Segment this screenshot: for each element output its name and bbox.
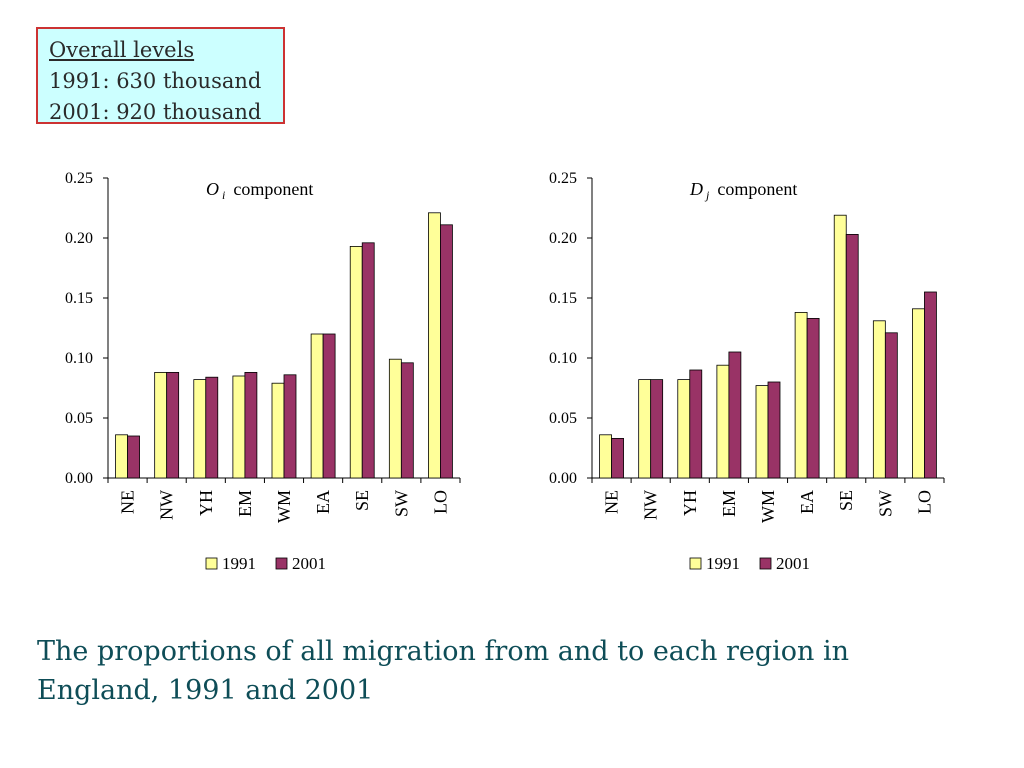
- bar-1991-SE: [349, 246, 363, 479]
- x-category-label: SE: [352, 490, 372, 511]
- bar-2001-NW: [650, 379, 664, 479]
- bar-1991-SW: [872, 320, 886, 479]
- y-tick-label: 0.20: [65, 230, 93, 247]
- legend-swatch-2001: [275, 557, 288, 570]
- bar-1991-SE: [833, 214, 847, 479]
- bar-2001-EA: [322, 333, 336, 479]
- bar-2001-LO: [924, 291, 937, 479]
- x-category-label: YH: [680, 490, 700, 516]
- bar-1991-LO: [912, 308, 925, 479]
- overall-levels-box: Overall levels 1991: 630 thousand 2001: …: [36, 27, 285, 124]
- y-tick-label: 0.25: [549, 170, 577, 187]
- y-tick-label: 0.10: [65, 350, 93, 367]
- bar-2001-SE: [845, 234, 859, 479]
- bar-1991-WM: [755, 385, 769, 479]
- bar-1991-YH: [193, 379, 207, 479]
- chart-title-subscript: i: [222, 188, 225, 202]
- bar-2001-YH: [689, 369, 703, 479]
- y-tick-label: 0.00: [65, 470, 93, 487]
- x-category-label: SE: [836, 490, 856, 511]
- y-tick-label: 0.25: [65, 170, 93, 187]
- x-category-label: NW: [157, 490, 177, 520]
- chart-title-symbol: D: [689, 179, 703, 199]
- x-category-label: LO: [914, 490, 934, 514]
- x-category-label: EA: [313, 490, 333, 514]
- bar-2001-WM: [767, 381, 781, 479]
- bar-2001-NE: [611, 437, 624, 479]
- y-tick-label: 0.05: [65, 410, 93, 427]
- legend-swatch-1991: [205, 557, 218, 570]
- y-tick-label: 0.05: [549, 410, 577, 427]
- overall-levels-1991: 1991: 630 thousand: [49, 69, 262, 93]
- bar-1991-WM: [271, 382, 285, 479]
- overall-levels-2001: 2001: 920 thousand: [49, 100, 262, 124]
- bar-2001-YH: [205, 376, 219, 479]
- x-category-label: SW: [391, 490, 411, 517]
- y-tick-label: 0.20: [549, 230, 577, 247]
- slide-caption: The proportions of all migration from an…: [37, 636, 850, 706]
- legend-swatch-2001: [759, 557, 772, 570]
- chart-title-symbol: O: [206, 179, 219, 199]
- chart-title-word: component: [717, 179, 797, 199]
- x-category-label: EM: [235, 490, 255, 517]
- y-tick-label: 0.15: [549, 290, 577, 307]
- chart-title-subscript: j: [704, 188, 710, 202]
- bar-2001-SW: [884, 332, 898, 479]
- bar-1991-NE: [115, 434, 128, 479]
- bar-1991-EM: [716, 364, 730, 479]
- chart-title-word: component: [233, 179, 313, 199]
- overall-levels-heading: Overall levels: [49, 38, 195, 62]
- y-tick-label: 0.15: [65, 290, 93, 307]
- bar-2001-LO: [440, 224, 453, 479]
- y-tick-label: 0.10: [549, 350, 577, 367]
- bar-1991-LO: [428, 212, 441, 479]
- bar-1991-YH: [677, 379, 691, 479]
- bar-2001-EM: [244, 371, 258, 479]
- x-category-label: LO: [430, 490, 450, 514]
- bar-1991-EA: [310, 333, 324, 479]
- bar-2001-WM: [283, 374, 297, 479]
- bar-2001-SE: [361, 242, 375, 479]
- bar-1991-EA: [794, 311, 808, 479]
- x-category-label: WM: [758, 490, 778, 523]
- x-category-label: SW: [875, 490, 895, 517]
- x-category-label: EA: [797, 490, 817, 514]
- x-category-label: NW: [641, 490, 661, 520]
- bar-2001-NW: [166, 371, 180, 479]
- x-category-label: WM: [274, 490, 294, 523]
- bar-1991-NE: [599, 434, 612, 479]
- bar-2001-SW: [400, 362, 414, 479]
- x-category-label: EM: [719, 490, 739, 517]
- legend-label-1991: 1991: [706, 554, 740, 573]
- legend-label-1991: 1991: [222, 554, 256, 573]
- y-tick-label: 0.00: [549, 470, 577, 487]
- bar-2001-NE: [127, 435, 140, 479]
- bar-1991-EM: [232, 375, 246, 479]
- legend-swatch-1991: [689, 557, 702, 570]
- x-category-label: NE: [118, 490, 138, 514]
- x-category-label: YH: [196, 490, 216, 516]
- bar-1991-NW: [154, 371, 168, 479]
- bar-1991-NW: [638, 379, 652, 479]
- bar-1991-SW: [388, 358, 402, 479]
- bar-2001-EM: [728, 351, 742, 479]
- bar-2001-EA: [806, 317, 820, 479]
- legend-label-2001: 2001: [292, 554, 326, 573]
- x-category-label: NE: [602, 490, 622, 514]
- legend-label-2001: 2001: [776, 554, 810, 573]
